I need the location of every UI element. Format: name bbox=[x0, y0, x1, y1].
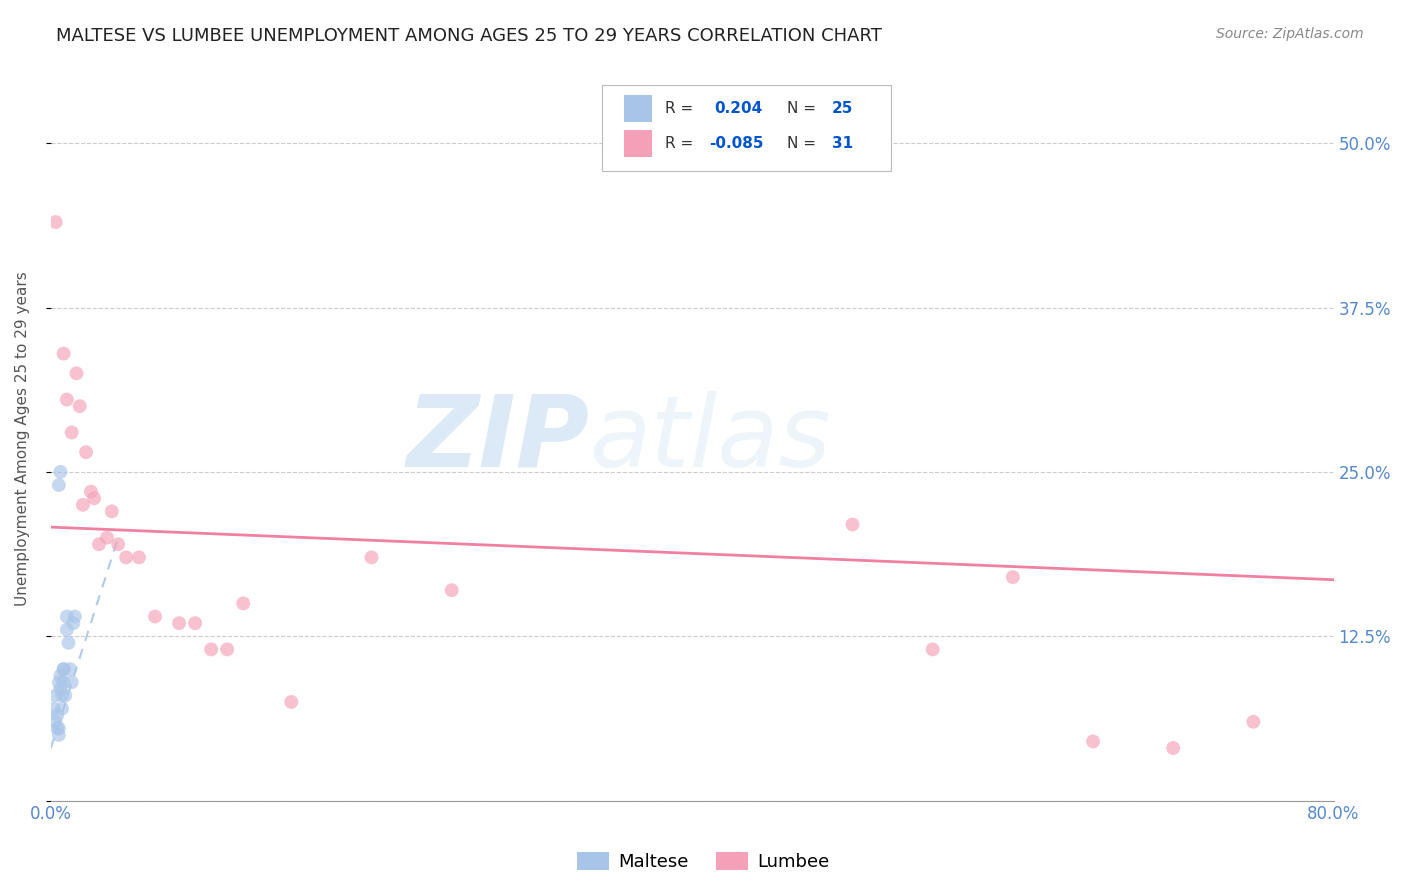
Point bbox=[115, 550, 138, 565]
Point bbox=[360, 550, 382, 565]
Point bbox=[167, 616, 190, 631]
Point bbox=[46, 708, 69, 723]
Text: ZIP: ZIP bbox=[406, 391, 589, 488]
Point bbox=[75, 445, 97, 459]
Point bbox=[49, 681, 72, 696]
Point bbox=[72, 498, 94, 512]
Point bbox=[45, 714, 67, 729]
Point bbox=[1161, 741, 1184, 756]
Point bbox=[1001, 570, 1024, 584]
Point bbox=[52, 662, 75, 676]
Point bbox=[52, 346, 75, 360]
Text: 0.204: 0.204 bbox=[714, 101, 762, 116]
Point bbox=[53, 689, 76, 703]
Point bbox=[100, 504, 122, 518]
Point bbox=[1081, 734, 1104, 748]
Point bbox=[48, 721, 70, 735]
Point bbox=[128, 550, 150, 565]
Point bbox=[51, 701, 73, 715]
Point bbox=[96, 531, 118, 545]
Text: N =: N = bbox=[787, 136, 821, 151]
Point bbox=[42, 701, 65, 715]
Point bbox=[280, 695, 302, 709]
FancyBboxPatch shape bbox=[624, 129, 652, 157]
Point bbox=[56, 623, 79, 637]
Text: atlas: atlas bbox=[589, 391, 831, 488]
Point bbox=[45, 215, 67, 229]
Point bbox=[49, 465, 72, 479]
Point bbox=[60, 425, 83, 440]
Point bbox=[440, 583, 463, 598]
Point bbox=[52, 675, 75, 690]
Point bbox=[184, 616, 207, 631]
Point bbox=[200, 642, 222, 657]
Point bbox=[107, 537, 129, 551]
Point bbox=[46, 721, 69, 735]
Point bbox=[143, 609, 166, 624]
FancyBboxPatch shape bbox=[602, 85, 891, 171]
Point bbox=[63, 609, 86, 624]
Point bbox=[232, 596, 254, 610]
Point bbox=[87, 537, 110, 551]
Point bbox=[65, 366, 87, 380]
Point bbox=[841, 517, 863, 532]
Point bbox=[48, 675, 70, 690]
Text: N =: N = bbox=[787, 101, 821, 116]
Point bbox=[62, 616, 84, 631]
Point bbox=[80, 484, 103, 499]
Text: 25: 25 bbox=[832, 101, 853, 116]
Text: R =: R = bbox=[665, 101, 703, 116]
Text: Source: ZipAtlas.com: Source: ZipAtlas.com bbox=[1216, 27, 1364, 41]
Text: 31: 31 bbox=[832, 136, 853, 151]
Text: MALTESE VS LUMBEE UNEMPLOYMENT AMONG AGES 25 TO 29 YEARS CORRELATION CHART: MALTESE VS LUMBEE UNEMPLOYMENT AMONG AGE… bbox=[56, 27, 882, 45]
Y-axis label: Unemployment Among Ages 25 to 29 years: Unemployment Among Ages 25 to 29 years bbox=[15, 272, 30, 607]
Point bbox=[51, 689, 73, 703]
Point bbox=[1241, 714, 1264, 729]
Point bbox=[52, 662, 75, 676]
Point bbox=[217, 642, 239, 657]
Point bbox=[58, 636, 80, 650]
Point bbox=[49, 669, 72, 683]
Point bbox=[56, 609, 79, 624]
Point bbox=[45, 689, 67, 703]
Legend: Maltese, Lumbee: Maltese, Lumbee bbox=[569, 845, 837, 879]
Point bbox=[59, 662, 82, 676]
FancyBboxPatch shape bbox=[624, 95, 652, 122]
Text: -0.085: -0.085 bbox=[709, 136, 763, 151]
Point bbox=[921, 642, 943, 657]
Point bbox=[48, 728, 70, 742]
Point bbox=[56, 392, 79, 407]
Point bbox=[83, 491, 105, 506]
Text: R =: R = bbox=[665, 136, 699, 151]
Point bbox=[69, 399, 91, 413]
Point bbox=[48, 478, 70, 492]
Point bbox=[60, 675, 83, 690]
